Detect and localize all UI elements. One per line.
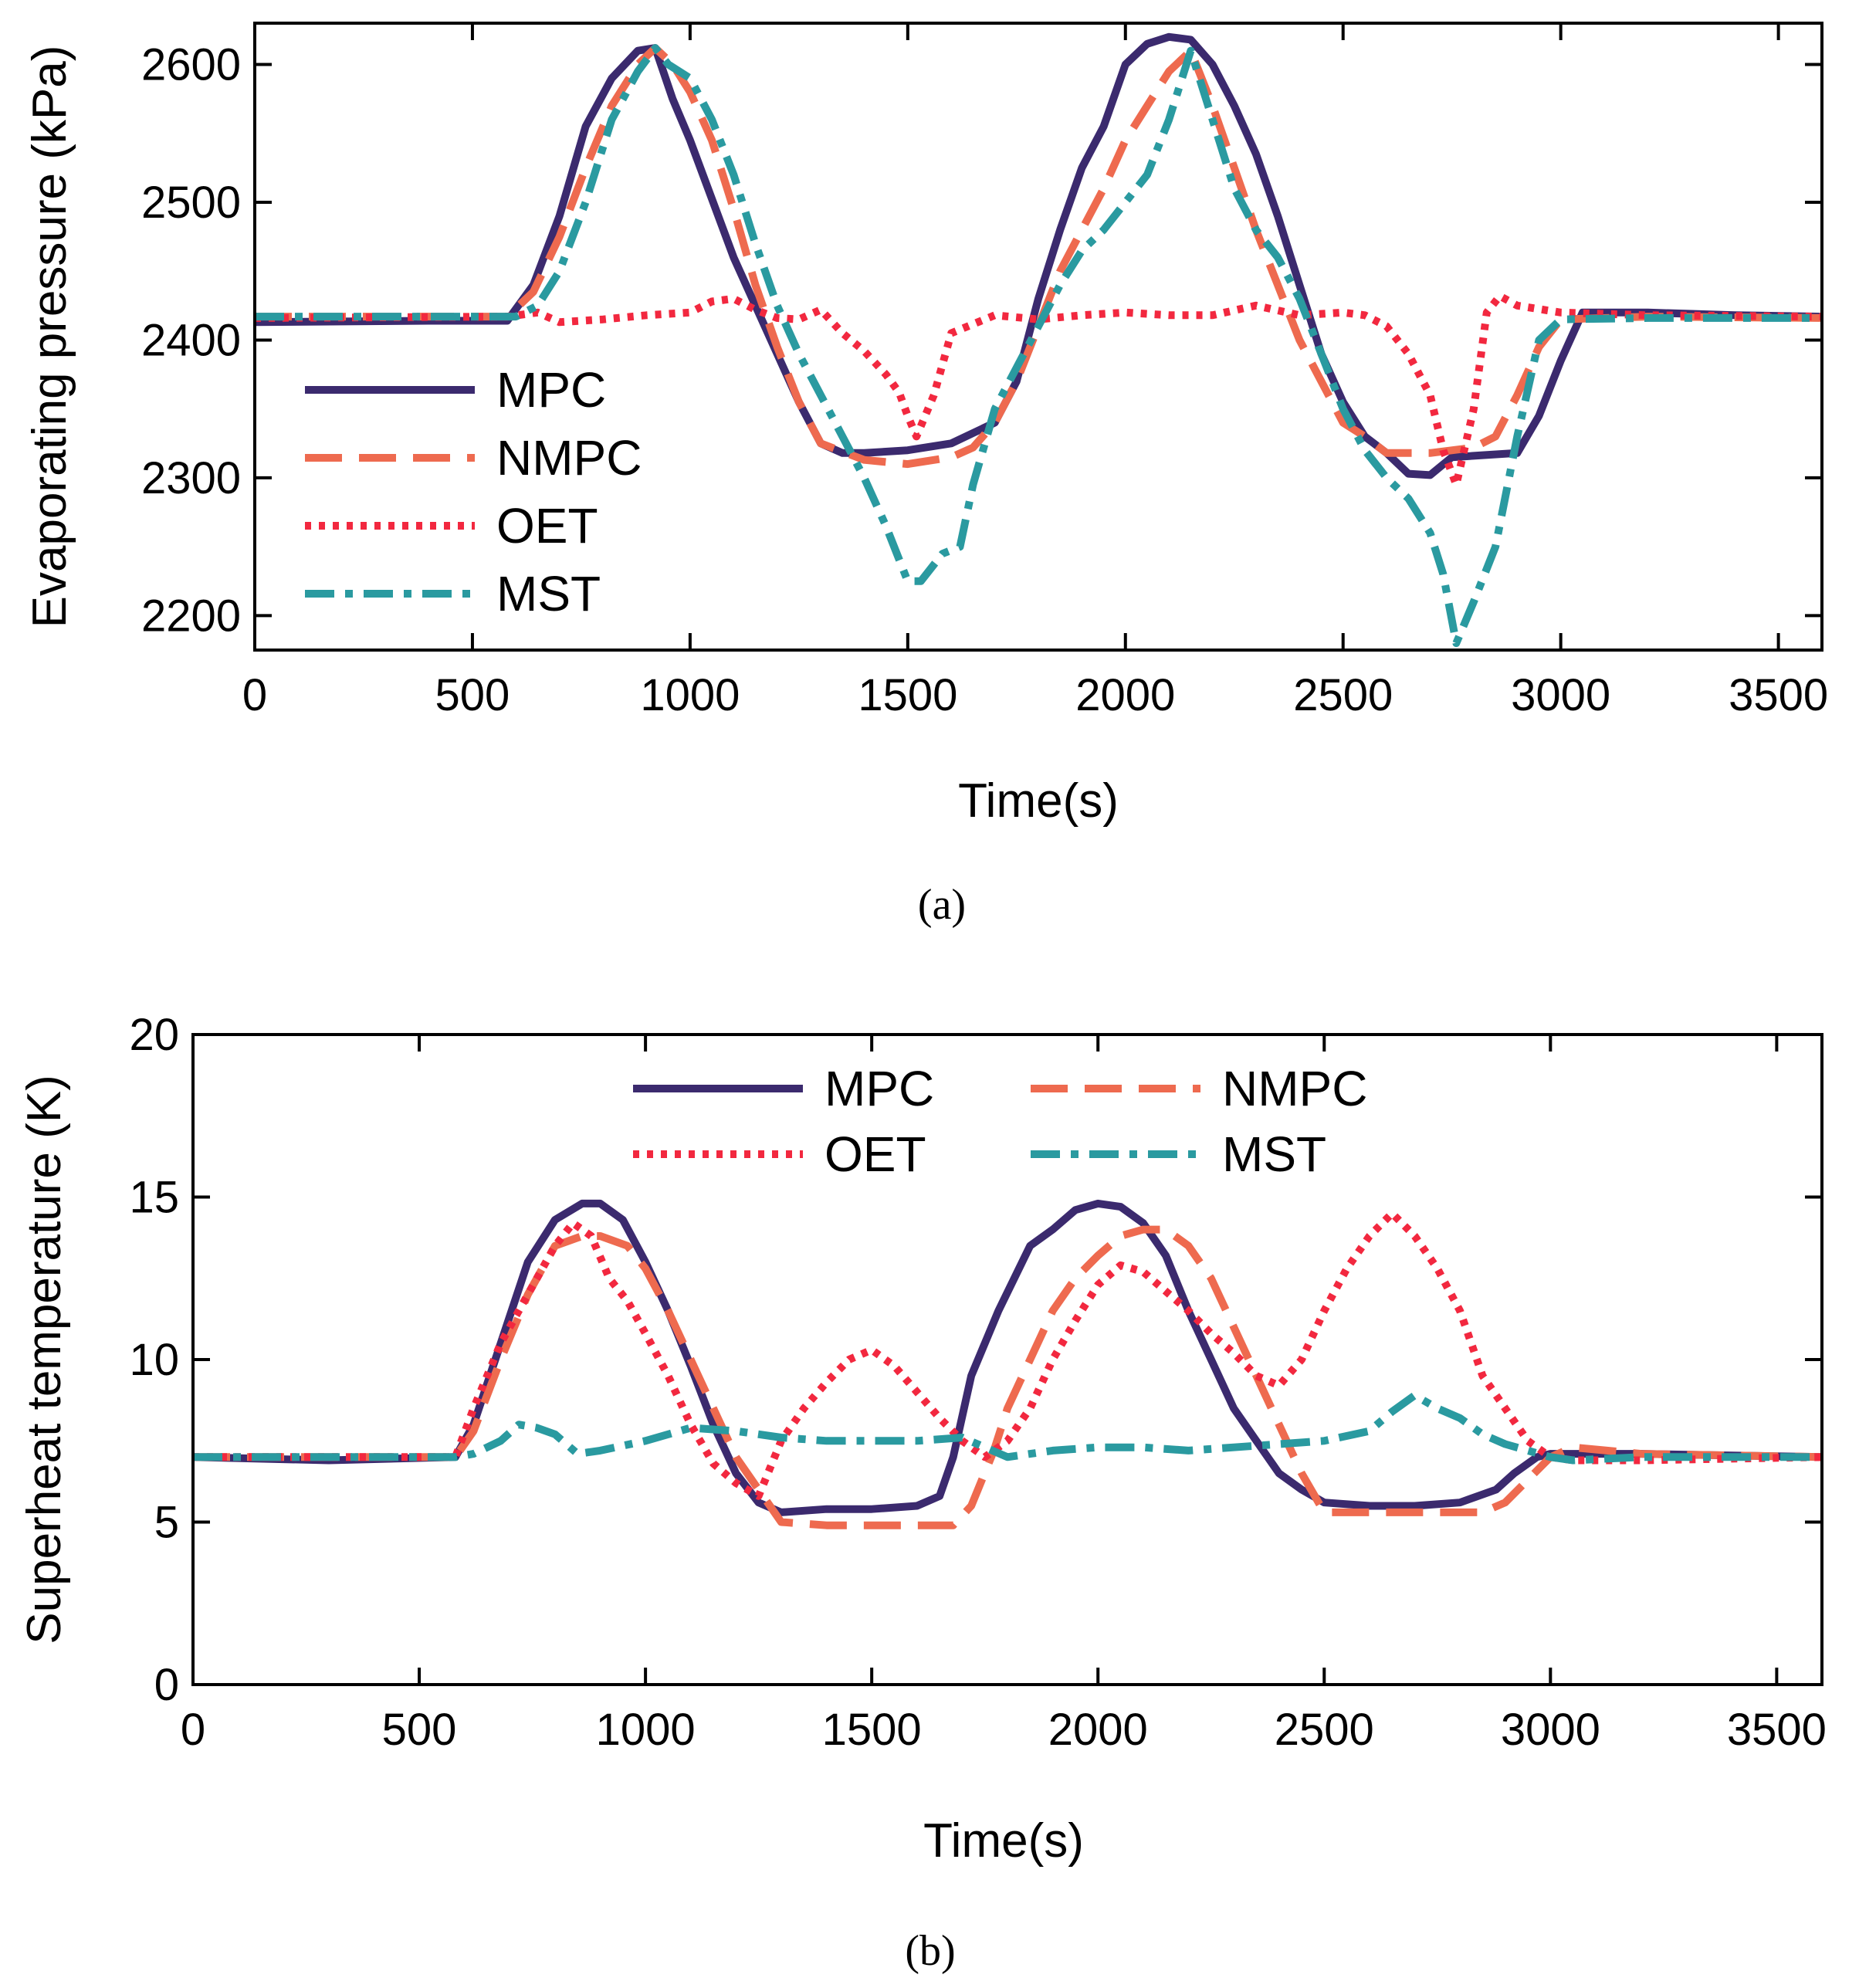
x-tick-label: 2000 <box>1048 1705 1148 1755</box>
x-tick-label: 1500 <box>858 670 957 720</box>
legend-label-oet: OET <box>496 498 598 554</box>
x-tick-label: 3500 <box>1729 670 1828 720</box>
x-tick-label: 2500 <box>1293 670 1393 720</box>
x-tick-label: 0 <box>242 670 267 720</box>
series-line-nmpc <box>193 1225 1822 1529</box>
x-tick-label: 500 <box>382 1705 457 1755</box>
series-line-mst <box>255 44 1822 648</box>
chart-panel-b: 0 500 1000 1500 2000 2500 3000 3500 0 5 10 15 20 Tim… <box>18 1010 1827 1975</box>
y-tick-label: 5 <box>154 1498 179 1548</box>
x-tick-label: 0 <box>181 1705 205 1755</box>
x-tick-label: 3500 <box>1727 1705 1827 1755</box>
series-line-oet <box>255 292 1822 489</box>
x-tick-label: 3000 <box>1501 1705 1600 1755</box>
panel-label-b: (b) <box>905 1927 955 1975</box>
y-tick-label: 2400 <box>141 315 241 365</box>
series-line-mst <box>193 1391 1822 1465</box>
x-tick-label: 3000 <box>1511 670 1610 720</box>
x-tick-label: 1000 <box>596 1705 696 1755</box>
series-layer-b <box>193 1199 1822 1529</box>
legend-label-mst: MST <box>1222 1126 1326 1182</box>
y-tick-label: 10 <box>129 1335 179 1385</box>
y-axis-label-a: Evaporating pressure (kPa) <box>23 46 76 628</box>
legend-label-mpc: MPC <box>496 362 606 418</box>
legend-label-mpc: MPC <box>825 1061 934 1116</box>
x-tick-label: 500 <box>435 670 510 720</box>
tick-layer-a: 0 500 1000 1500 2000 2500 3000 3500 2200 2300 2400… <box>141 23 1828 720</box>
legend-label-mst: MST <box>496 566 601 621</box>
legend-label-nmpc: NMPC <box>1222 1061 1367 1116</box>
legend-label-nmpc: NMPC <box>496 430 642 486</box>
legend-label-oet: OET <box>825 1126 926 1182</box>
x-axis-label-b: Time(s) <box>923 1814 1084 1868</box>
x-tick-label: 2500 <box>1275 1705 1374 1755</box>
series-line-mpc <box>255 32 1822 479</box>
chart-panel-a: 0 500 1000 1500 2000 2500 3000 3500 2200 2300 2400… <box>23 22 1828 929</box>
y-tick-label: 2200 <box>141 591 241 641</box>
plot-frame-b <box>191 1033 1823 1686</box>
y-tick-label: 2300 <box>141 453 241 503</box>
y-tick-label: 0 <box>154 1660 179 1710</box>
y-axis-label-b: Superheat temperature (K) <box>18 1075 71 1644</box>
x-tick-label: 1000 <box>640 670 740 720</box>
x-tick-label: 1500 <box>822 1705 922 1755</box>
series-line-nmpc <box>255 44 1822 469</box>
y-tick-label: 20 <box>129 1010 179 1060</box>
x-tick-label: 2000 <box>1075 670 1175 720</box>
y-tick-label: 2500 <box>141 178 241 228</box>
legend-b: MPC NMPC OET MST <box>633 1061 1367 1182</box>
series-layer-a <box>255 32 1822 648</box>
y-tick-label: 2600 <box>141 40 241 90</box>
tick-layer-b: 0 500 1000 1500 2000 2500 3000 3500 0 5 10 15 20 <box>129 1010 1826 1755</box>
y-tick-label: 15 <box>129 1173 179 1223</box>
series-line-mpc <box>193 1199 1822 1516</box>
panel-label-a: (a) <box>918 881 966 929</box>
legend-a: MPC NMPC OET MST <box>305 362 642 621</box>
x-axis-label-a: Time(s) <box>958 774 1119 828</box>
plot-frame-a <box>253 22 1823 652</box>
